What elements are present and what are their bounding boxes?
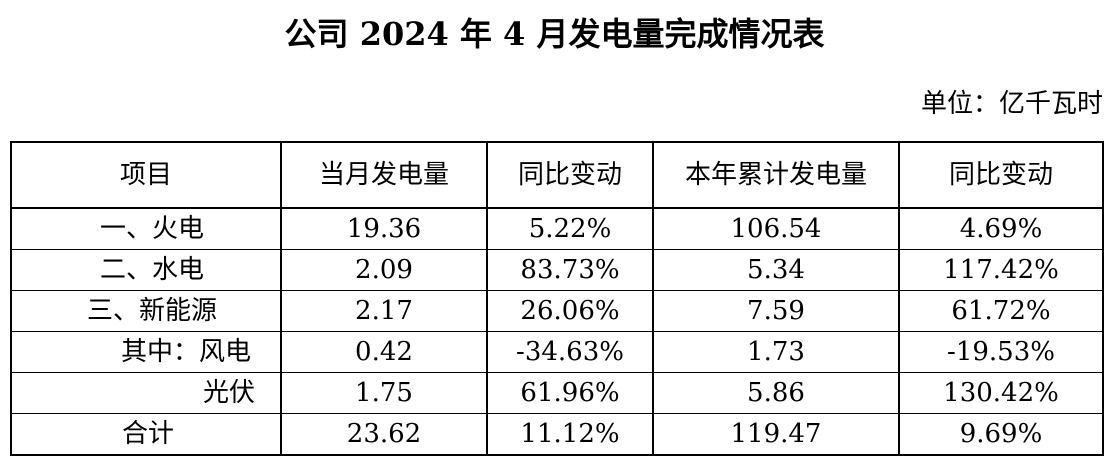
- table-row: 其中：风电 0.42 -34.63% 1.73 -19.53%: [10, 331, 1104, 373]
- table-row-total: 合计 23.62 11.12% 119.47 9.69%: [10, 413, 1104, 456]
- month-generation-cell: 1.75: [280, 372, 488, 414]
- table-row: 一、火电 19.36 5.22% 106.54 4.69%: [10, 207, 1104, 250]
- ytd-generation-cell: 7.59: [652, 290, 900, 332]
- header-ytd-yoy: 同比变动: [898, 141, 1104, 209]
- ytd-yoy-cell: 117.42%: [898, 249, 1104, 291]
- ytd-generation-cell: 5.86: [652, 372, 900, 414]
- table-row: 二、水电 2.09 83.73% 5.34 117.42%: [10, 249, 1104, 291]
- table-header-row: 项目 当月发电量 同比变动 本年累计发电量 同比变动: [10, 141, 1104, 209]
- header-month-generation: 当月发电量: [280, 141, 488, 209]
- ytd-yoy-cell: 61.72%: [898, 290, 1104, 332]
- table-row: 光伏 1.75 61.96% 5.86 130.42%: [10, 372, 1104, 414]
- header-month-yoy: 同比变动: [486, 141, 654, 209]
- page-title: 公司 2024 年 4 月发电量完成情况表: [284, 15, 825, 53]
- table-row: 三、新能源 2.17 26.06% 7.59 61.72%: [10, 290, 1104, 332]
- month-yoy-cell: 11.12%: [486, 413, 654, 456]
- month-yoy-cell: 61.96%: [486, 372, 654, 414]
- month-generation-cell: 19.36: [280, 207, 488, 250]
- header-ytd-generation: 本年累计发电量: [652, 141, 900, 209]
- month-generation-cell: 0.42: [280, 331, 488, 373]
- month-yoy-cell: -34.63%: [486, 331, 654, 373]
- row-name: 三、新能源: [10, 290, 282, 332]
- month-generation-cell: 2.17: [280, 290, 488, 332]
- month-generation-cell: 2.09: [280, 249, 488, 291]
- ytd-generation-cell: 5.34: [652, 249, 900, 291]
- header-item: 项目: [10, 141, 282, 209]
- month-yoy-cell: 83.73%: [486, 249, 654, 291]
- ytd-generation-cell: 119.47: [652, 413, 900, 456]
- month-yoy-cell: 26.06%: [486, 290, 654, 332]
- month-generation-cell: 23.62: [280, 413, 488, 456]
- row-name: 一、火电: [10, 207, 282, 250]
- ytd-yoy-cell: 130.42%: [898, 372, 1104, 414]
- ytd-yoy-cell: 9.69%: [898, 413, 1104, 456]
- generation-table: 项目 当月发电量 同比变动 本年累计发电量 同比变动 一、火电 19.36 5.…: [10, 141, 1104, 456]
- month-yoy-cell: 5.22%: [486, 207, 654, 250]
- unit-label: 单位：亿千瓦时: [920, 89, 1103, 119]
- ytd-yoy-cell: -19.53%: [898, 331, 1104, 373]
- row-name: 其中：风电: [10, 331, 282, 373]
- ytd-generation-cell: 106.54: [652, 207, 900, 250]
- row-name: 光伏: [10, 372, 282, 414]
- row-name: 合计: [10, 413, 282, 456]
- ytd-generation-cell: 1.73: [652, 331, 900, 373]
- ytd-yoy-cell: 4.69%: [898, 207, 1104, 250]
- row-name: 二、水电: [10, 249, 282, 291]
